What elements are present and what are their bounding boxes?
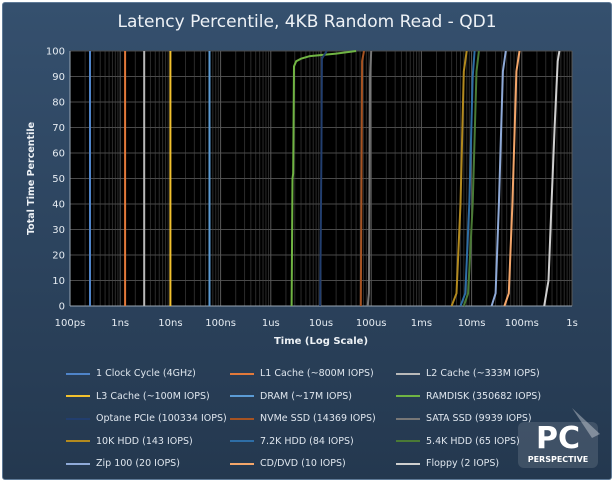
legend-label: Zip 100 (20 IOPS) <box>96 458 180 469</box>
x-tick-label: 10ms <box>458 318 486 329</box>
legend-item: 10K HDD (143 IOPS) <box>66 436 193 450</box>
legend-label: L2 Cache (~333M IOPS) <box>426 368 540 379</box>
legend-label: NVMe SSD (14369 IOPS) <box>260 413 376 424</box>
legend-item: Optane PCIe (100334 IOPS) <box>66 413 227 427</box>
series-line-9 <box>366 50 373 307</box>
legend-item: L1 Cache (~800M IOPS) <box>230 368 374 382</box>
legend-label: Floppy (2 IOPS) <box>426 458 500 469</box>
legend-item: Zip 100 (20 IOPS) <box>66 458 180 472</box>
legend-label: 7.2K HDD (84 IOPS) <box>260 435 354 447</box>
y-axis-title: Total Time Percentile <box>26 122 37 235</box>
y-tick-label: 30 <box>52 225 65 236</box>
x-tick-label: 100ms <box>505 318 539 329</box>
chart-title: Latency Percentile, 4KB Random Read - QD… <box>117 12 497 32</box>
y-tick-label: 10 <box>52 276 65 287</box>
series-line-11 <box>459 50 476 307</box>
logo-text-perspective: PERSPECTIVE <box>528 455 589 464</box>
legend-swatch <box>396 417 420 420</box>
legend-label: DRAM (~17M IOPS) <box>260 390 352 402</box>
x-tick-label: 10ns <box>158 318 182 329</box>
legend-label: 5.4K HDD (65 IOPS) <box>426 435 520 447</box>
legend-label: Optane PCIe (100334 IOPS) <box>96 413 227 424</box>
legend-swatch <box>66 462 90 465</box>
y-tick-label: 20 <box>52 251 65 262</box>
legend-swatch <box>230 462 254 465</box>
series-line-13 <box>490 50 507 307</box>
legend-swatch <box>396 372 420 375</box>
legend-swatch <box>230 372 254 375</box>
legend-item: CD/DVD (10 IOPS) <box>230 458 346 472</box>
series-line-6 <box>290 50 357 307</box>
legend-item: RAMDISK (350682 IOPS) <box>396 391 541 405</box>
y-tick-label: 50 <box>52 174 65 185</box>
legend-item: 1 Clock Cycle (4GHz) <box>66 368 196 382</box>
legend-label: 10K HDD (143 IOPS) <box>96 435 193 447</box>
legend-swatch <box>396 440 420 442</box>
legend-label: RAMDISK (350682 IOPS) <box>426 390 542 402</box>
x-tick-label: 1ms <box>411 318 432 329</box>
legend-swatch <box>230 440 254 442</box>
x-tick-label: 1us <box>262 318 280 329</box>
series-line-12 <box>462 50 480 307</box>
logo-text-pc: PC <box>536 421 580 456</box>
legend-swatch <box>396 395 420 397</box>
y-tick-label: 0 <box>59 302 65 313</box>
legend-item: DRAM (~17M IOPS) <box>230 391 352 405</box>
y-tick-label: 90 <box>52 72 65 83</box>
legend-item: Floppy (2 IOPS) <box>396 458 499 472</box>
x-tick-label: 100ns <box>205 318 236 329</box>
x-tick-label: 1s <box>566 318 578 329</box>
series-line-14 <box>503 50 521 307</box>
y-tick-label: 80 <box>52 98 65 109</box>
series-line-15 <box>543 50 561 307</box>
x-axis-title: Time (Log Scale) <box>274 336 368 347</box>
legend-label: L1 Cache (~800M IOPS) <box>260 368 374 379</box>
y-tick-label: 40 <box>52 200 65 211</box>
series-line-10 <box>450 50 468 307</box>
legend-item: 5.4K HDD (65 IOPS) <box>396 436 520 450</box>
legend-item: SATA SSD (9939 IOPS) <box>396 413 532 427</box>
legend-item: 7.2K HDD (84 IOPS) <box>230 436 354 450</box>
y-tick-label: 70 <box>52 123 65 134</box>
legend-label: SATA SSD (9939 IOPS) <box>426 413 532 424</box>
x-tick-label: 100us <box>356 318 387 329</box>
legend-swatch <box>66 395 90 397</box>
legend-item: L2 Cache (~333M IOPS) <box>396 368 540 382</box>
x-tick-label: 10us <box>309 318 333 329</box>
x-tick-label: 1ns <box>111 318 129 329</box>
series-line-7 <box>319 50 328 307</box>
legend-swatch <box>230 395 254 397</box>
legend-item: L3 Cache (~100M IOPS) <box>66 391 210 405</box>
y-tick-label: 60 <box>52 149 65 160</box>
legend-label: CD/DVD (10 IOPS) <box>260 458 346 469</box>
y-tick-label: 100 <box>46 47 65 58</box>
legend-swatch <box>396 462 420 465</box>
legend-label: 1 Clock Cycle (4GHz) <box>96 368 196 379</box>
legend-label: L3 Cache (~100M IOPS) <box>96 390 210 402</box>
series-line-8 <box>359 50 365 307</box>
legend-swatch <box>230 417 254 420</box>
legend-item: NVMe SSD (14369 IOPS) <box>230 413 376 427</box>
x-tick-label: 100ps <box>55 318 86 329</box>
pc-perspective-logo: PC PERSPECTIVE <box>512 404 604 474</box>
legend-swatch <box>66 417 90 420</box>
legend-swatch <box>66 440 90 442</box>
legend-swatch <box>66 372 90 375</box>
